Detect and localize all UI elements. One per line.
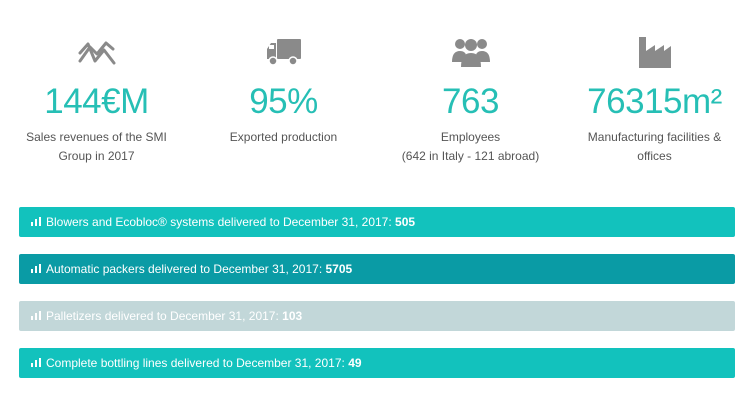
stat-label-line1: Employees [440, 130, 501, 144]
trend-chart-icon [3, 32, 190, 72]
stats-section: 144€M Sales revenues of the SMI Group in… [0, 0, 750, 190]
bar-count: 103 [282, 309, 303, 323]
people-group-icon [377, 32, 564, 72]
bar-automatic-packers: Automatic packers delivered to December … [19, 254, 735, 284]
stat-value: 763 [442, 82, 499, 121]
stat-value: 95% [249, 82, 318, 121]
bar-text: Complete bottling lines delivered to Dec… [46, 356, 349, 370]
bar-count: 505 [395, 215, 416, 229]
stat-label: Manufacturing facilities & offices [587, 130, 722, 163]
stat-label-line2: (642 in Italy - 121 abroad) [401, 149, 540, 163]
stat-label: Exported production [229, 130, 338, 144]
bar-count: 49 [348, 356, 362, 370]
bar-chart-icon [31, 301, 41, 331]
bar-palletizers: Palletizers delivered to December 31, 20… [19, 301, 735, 331]
bar-chart-icon [31, 207, 41, 237]
bar-complete-bottling-lines: Complete bottling lines delivered to Dec… [19, 348, 735, 378]
bar-text: Blowers and Ecobloc® systems delivered t… [46, 215, 396, 229]
stat-value: 144€M [44, 82, 149, 121]
stat-label: Employees (642 in Italy - 121 abroad) [385, 128, 556, 166]
truck-icon [190, 32, 377, 72]
factory-icon [561, 32, 748, 72]
stat-value: 76315m² [587, 82, 722, 121]
bar-chart-icon [31, 348, 41, 378]
stat-label: Sales revenues of the SMI Group in 2017 [26, 130, 167, 163]
bar-count: 5705 [325, 262, 353, 276]
bar-blowers-ecobloc: Blowers and Ecobloc® systems delivered t… [19, 207, 735, 237]
bar-text: Palletizers delivered to December 31, 20… [46, 309, 283, 323]
bar-text: Automatic packers delivered to December … [46, 262, 326, 276]
bar-chart-icon [31, 254, 41, 284]
